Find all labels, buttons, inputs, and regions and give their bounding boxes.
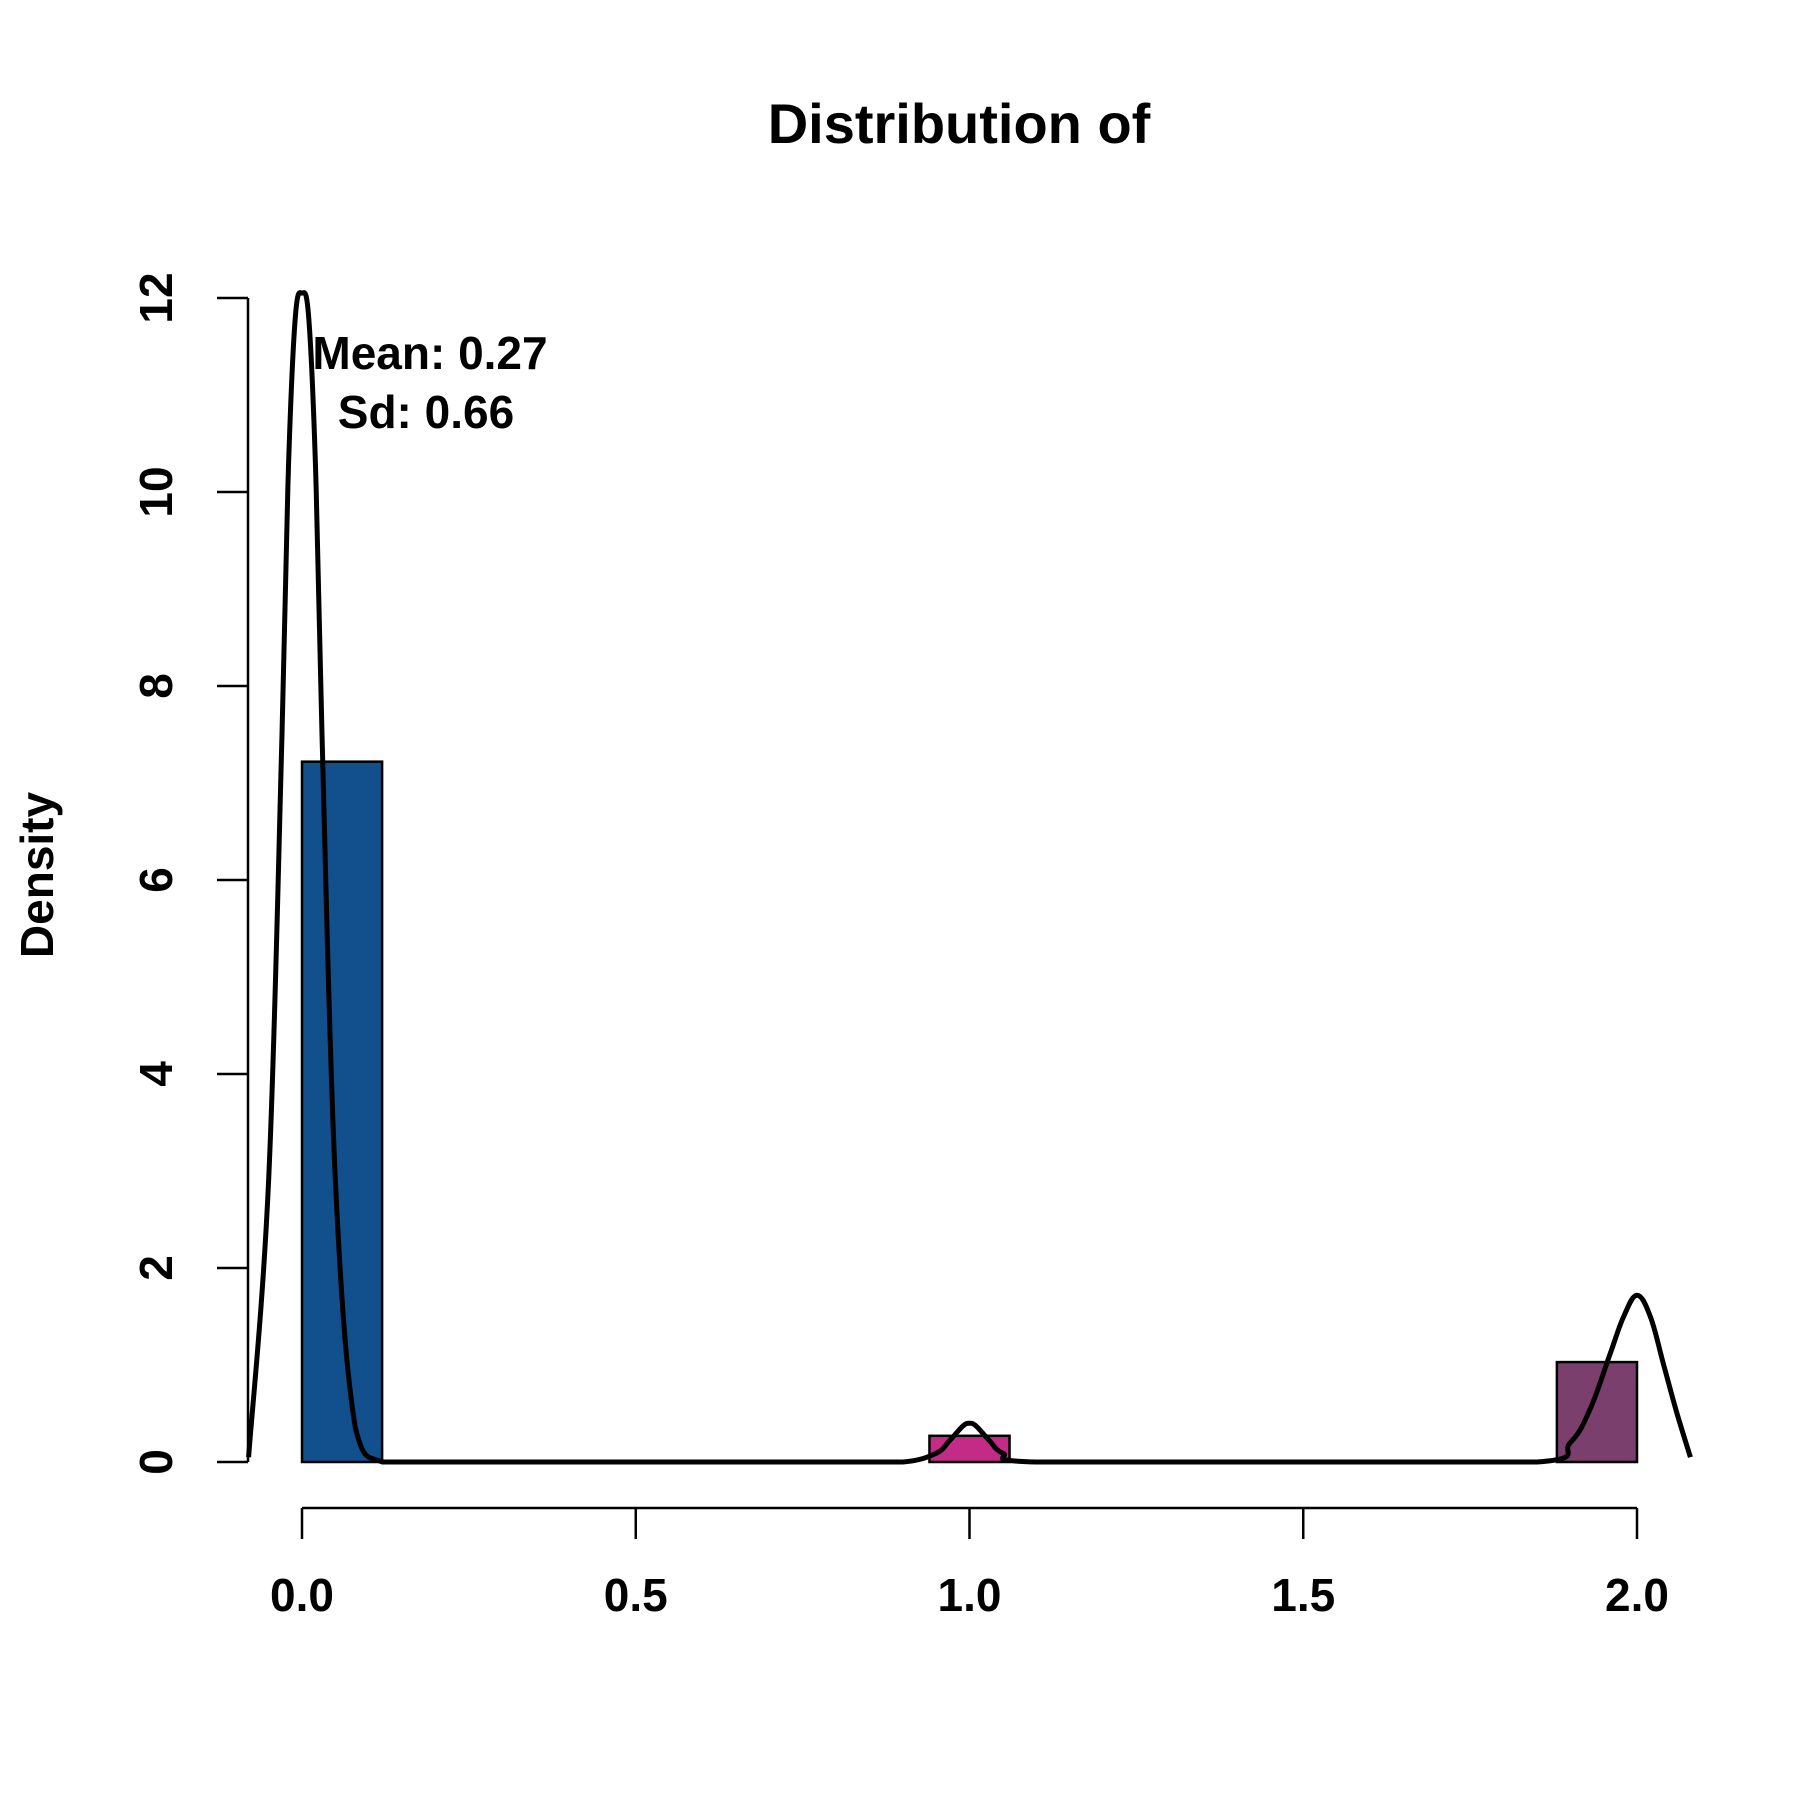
y-tick-label: 12: [130, 272, 182, 323]
x-tick-label: 0.0: [270, 1569, 334, 1621]
y-tick-label: 8: [130, 673, 182, 699]
x-tick-label: 1.5: [1271, 1569, 1335, 1621]
mean-annotation: Mean: 0.27: [312, 327, 547, 379]
y-tick-label: 0: [130, 1449, 182, 1475]
sd-annotation: Sd: 0.66: [338, 386, 514, 438]
y-tick-label: 10: [130, 466, 182, 517]
bars-layer: [300, 760, 1639, 1464]
histogram-bar-0: [300, 760, 384, 1464]
density-curve: [246, 290, 1693, 1465]
x-tick-label: 0.5: [604, 1569, 668, 1621]
y-tick-label: 6: [130, 867, 182, 893]
chart-title: Distribution of: [768, 92, 1151, 155]
x-tick-label: 1.0: [938, 1569, 1002, 1621]
y-tick-label: 2: [130, 1255, 182, 1281]
density-curve-layer: [246, 290, 1693, 1465]
y-tick-label: 4: [130, 1061, 182, 1087]
y-axis-title: Density: [11, 792, 63, 959]
x-tick-label: 2.0: [1605, 1569, 1669, 1621]
axes-layer: 0 2 4 6 8 10 12 0.0 0.5 1.0 1.5 2.0: [130, 272, 1669, 1621]
